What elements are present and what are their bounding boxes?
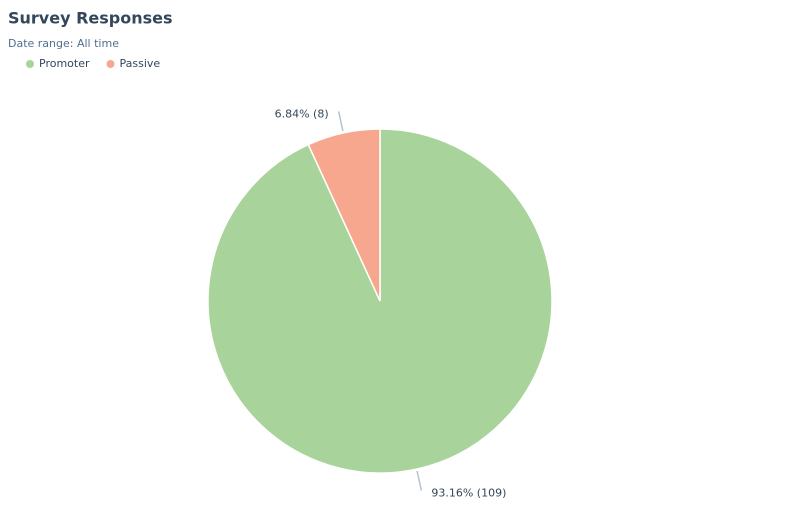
leader-line <box>337 111 344 132</box>
legend-item[interactable]: Passive <box>106 57 161 70</box>
pie: 93.16% (109) 6.84% (8) <box>207 107 553 500</box>
legend-swatch <box>26 60 34 68</box>
legend-label: Passive <box>120 57 161 70</box>
legend-swatch <box>106 60 115 68</box>
chart-title: Survey Responses <box>8 9 173 28</box>
legend: Promoter Passive <box>26 57 160 70</box>
data-label: 6.84% (8) <box>275 107 329 120</box>
legend-item[interactable]: Promoter <box>26 57 90 70</box>
pie-slice <box>307 128 381 302</box>
leader-line <box>416 470 423 491</box>
legend-label: Promoter <box>39 57 90 70</box>
chart-subtitle: Date range: All time <box>8 37 119 50</box>
data-label: 93.16% (109) <box>431 487 506 500</box>
